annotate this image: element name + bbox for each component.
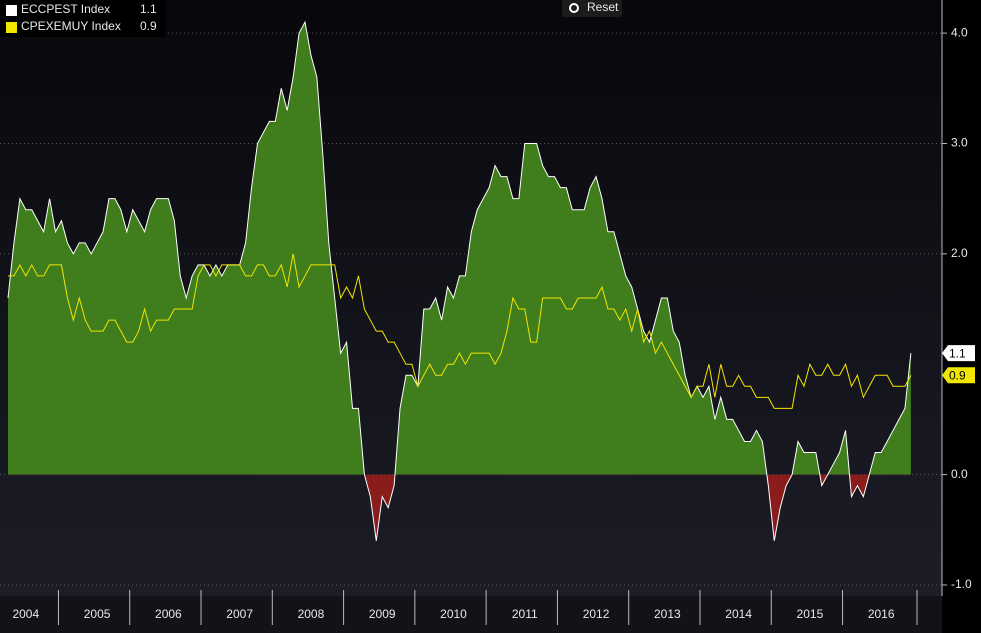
x-tick-label: 2014 — [725, 607, 752, 621]
x-tick-label: 2009 — [369, 607, 396, 621]
reset-button[interactable]: Reset — [562, 0, 622, 17]
x-tick-label: 2005 — [84, 607, 111, 621]
value-tag — [942, 367, 975, 384]
y-tick-label: -1.0 — [951, 577, 972, 591]
x-tick-label: 2011 — [512, 607, 538, 621]
series-line — [7, 20, 912, 541]
y-tick-label: 4.0 — [951, 25, 968, 39]
x-tick-label: 2010 — [440, 607, 467, 621]
value-tag-label: 0.9 — [949, 368, 966, 382]
value-tag — [942, 345, 975, 362]
legend-label: ECCPEST Index — [21, 2, 110, 16]
legend-swatch — [6, 22, 17, 33]
x-tick-label: 2013 — [654, 607, 681, 621]
x-tick-label: 2007 — [226, 607, 253, 621]
legend-swatch — [6, 5, 17, 16]
y-tick-label: 0.0 — [951, 467, 968, 481]
legend-label: CPEXEMUY Index — [21, 19, 121, 33]
legend-value: 0.9 — [140, 19, 157, 33]
x-tick-label: 2015 — [797, 607, 824, 621]
x-axis-band — [0, 596, 942, 633]
x-tick-label: 2012 — [583, 607, 610, 621]
x-tick-label: 2016 — [868, 607, 895, 621]
legend-box — [0, 0, 165, 37]
x-tick-label: 2004 — [12, 607, 39, 621]
area-positive — [8, 22, 911, 475]
reset-icon[interactable] — [569, 3, 579, 13]
legend-value: 1.1 — [140, 2, 157, 16]
series-line — [8, 253, 912, 409]
x-tick-label: 2006 — [155, 607, 182, 621]
y-tick-label: 3.0 — [951, 136, 968, 150]
reset-label[interactable]: Reset — [587, 0, 619, 14]
y-tick-label: 2.0 — [951, 246, 968, 260]
value-tag-label: 1.1 — [949, 346, 966, 360]
x-tick-label: 2008 — [298, 607, 325, 621]
